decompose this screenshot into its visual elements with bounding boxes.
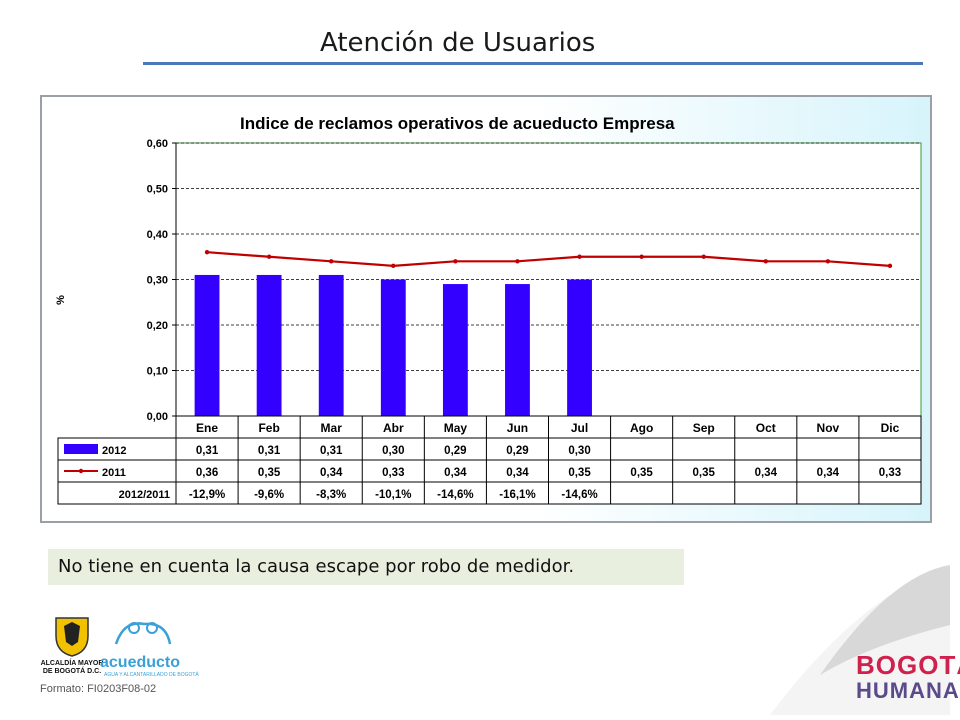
chart-panel: [40, 95, 932, 523]
acueducto-logo-text: acueducto: [100, 654, 181, 671]
bogota-brand-text: BOGOTÁ: [856, 650, 960, 680]
footnote: No tiene en cuenta la causa escape por r…: [48, 549, 684, 585]
page-curl-decoration: [770, 565, 950, 715]
slide-title: Atención de Usuarios: [320, 28, 596, 58]
humana-brand-text: HUMANA: [856, 678, 960, 703]
alcaldia-logo-text: ALCALDÍA MAYOR DE BOGOTÁ D.C.: [40, 660, 104, 675]
format-code: Formato: FI0203F08-02: [40, 683, 157, 695]
acueducto-logo-subtext: AGUA Y ALCANTARILLADO DE BOGOTÁ: [104, 672, 199, 678]
alcaldia-shield-icon: [55, 617, 89, 657]
acueducto-frog-icon: [114, 622, 172, 645]
chart-title: Indice de reclamos operativos de acueduc…: [240, 114, 675, 133]
title-underline: [143, 62, 923, 65]
